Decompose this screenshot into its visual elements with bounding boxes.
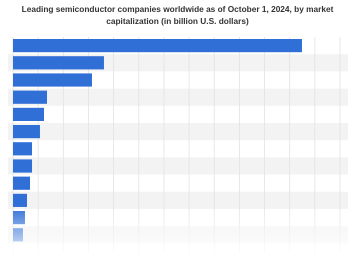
row-band (8, 191, 348, 209)
bar (13, 125, 40, 139)
row-band (8, 123, 348, 141)
bar (13, 142, 33, 156)
row-band (8, 88, 348, 106)
bar (13, 193, 27, 207)
bar (13, 39, 302, 53)
bar (13, 176, 31, 190)
row-band (8, 157, 348, 175)
bar (13, 73, 92, 87)
bar (13, 211, 25, 225)
bar (13, 90, 48, 104)
chart-title: Leading semiconductor companies worldwid… (21, 4, 334, 26)
bar (13, 56, 104, 70)
row-band (8, 226, 348, 244)
bar (13, 107, 44, 121)
bar (13, 159, 33, 173)
bar (13, 228, 23, 242)
